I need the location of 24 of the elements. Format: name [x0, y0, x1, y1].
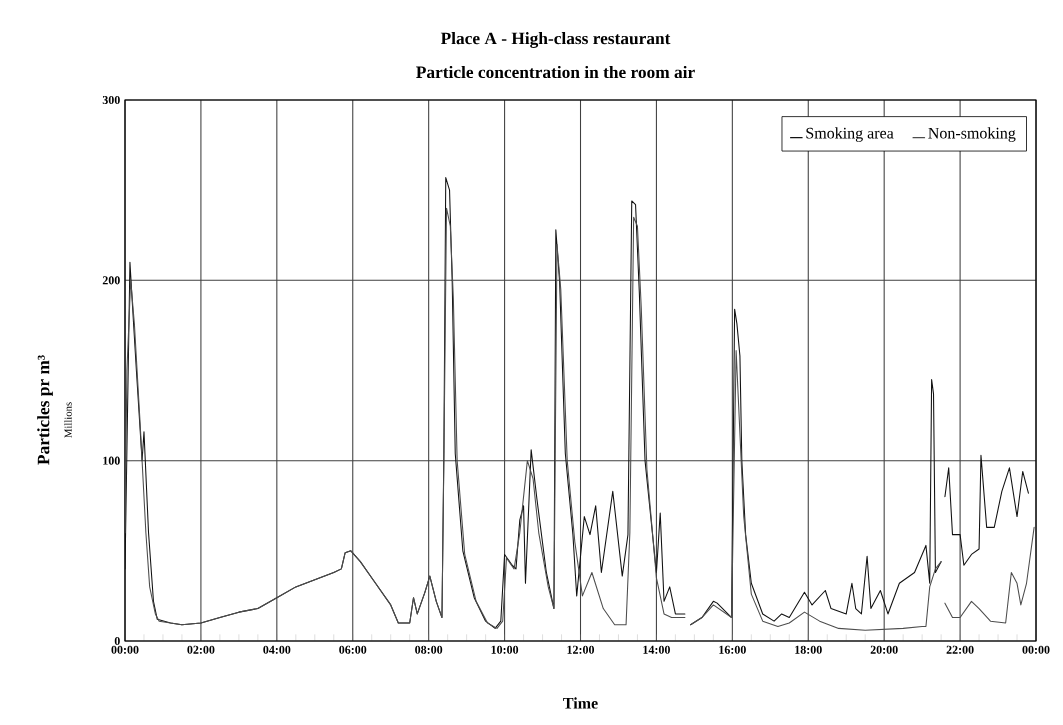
x-tick-label: 06:00 — [339, 645, 367, 654]
x-tick-label: 14:00 — [643, 645, 670, 654]
x-tick-label: 12:00 — [567, 645, 595, 654]
y-tick-label: 200 — [102, 276, 120, 285]
legend-label: Smoking area — [806, 127, 894, 142]
y-tick-label: 300 — [102, 95, 120, 105]
chart-subtitle: Particle concentration in the room air — [416, 65, 695, 79]
x-tick-label: 20:00 — [870, 645, 898, 654]
x-tick-label: 08:00 — [415, 645, 443, 654]
x-tick-label: 18:00 — [795, 645, 822, 654]
x-axis-title: Time — [563, 697, 598, 709]
y-tick-label: 0 — [114, 636, 120, 646]
y-axis-title: Particles pr m³ — [37, 355, 53, 465]
x-tick-label: 00:00 — [1022, 645, 1050, 654]
x-tick-label: 02:00 — [187, 645, 215, 654]
x-tick-label: 16:00 — [719, 645, 746, 654]
x-tick-label: 10:00 — [491, 645, 519, 654]
legend-label: Non-smoking — [928, 127, 1016, 142]
x-tick-label: 22:00 — [946, 645, 974, 654]
y-tick-label: 100 — [103, 456, 120, 465]
chart-title: Place A - High-class restaurant — [440, 32, 671, 48]
text: Millions — [64, 402, 72, 438]
x-tick-label: 00:00 — [111, 645, 139, 654]
x-tick-label: 04:00 — [263, 645, 291, 654]
